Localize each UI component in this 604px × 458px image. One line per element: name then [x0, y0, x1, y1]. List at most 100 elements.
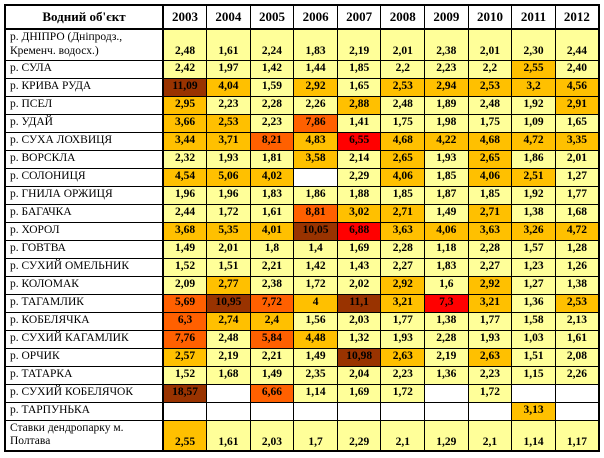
value-cell: 1,28: [554, 239, 600, 259]
table-row: р. СУЛА 2,42 1,97 1,42 1,44 1,85 2,2 2,23 2,2 2,5…: [4, 59, 600, 79]
value-cell: 8,21: [249, 131, 295, 151]
value-cell: 2,53: [554, 293, 600, 313]
value-cell: 2,48: [467, 95, 513, 115]
value-cell: 1,85: [380, 185, 426, 205]
year-header: 2010: [467, 4, 513, 30]
value-cell: 2,24: [249, 28, 295, 61]
value-cell: 1,93: [380, 329, 426, 349]
value-cell: 4,72: [554, 221, 600, 241]
table-row: р. СУХИЙ КАГАМЛИК 7,76 2,48 5,84 4,48 1,32 1,9…: [4, 329, 600, 349]
value-cell: 2,53: [206, 113, 251, 133]
value-cell: 4,72: [511, 131, 556, 151]
value-cell: 4,54: [162, 167, 208, 187]
value-cell: 1,38: [554, 275, 600, 295]
value-cell: 3,02: [336, 203, 382, 223]
table-row: р. СУХИЙ ОМЕЛЬНИК 1,52 1,51 2,21 1,42 1,43 2,2…: [4, 257, 600, 277]
value-cell: 3,44: [162, 131, 208, 151]
value-cell: 1,4: [293, 239, 338, 259]
row-label: р. СУХА ЛОХВИЦЯ: [4, 131, 164, 151]
value-cell: 2,40: [554, 59, 600, 79]
value-cell: 2,88: [336, 95, 382, 115]
table-row: р. УДАЙ 3,66 2,53 2,23 7,86 1,41 1,75 1,98 1,75 1…: [4, 113, 600, 133]
value-cell: 1,93: [424, 149, 469, 169]
value-cell: 1,72: [293, 275, 338, 295]
value-cell: 1,18: [424, 239, 469, 259]
value-cell: 2,48: [380, 95, 426, 115]
value-cell: 2,09: [162, 275, 208, 295]
value-cell: 2,23: [467, 365, 513, 385]
value-cell: 1,88: [336, 185, 382, 205]
table-row: р. ТАГАМЛИК 5,69 10,95 7,72 4 11,1 3,21 7,3 3,21…: [4, 293, 600, 313]
value-cell: 4,22: [424, 131, 469, 151]
value-cell: 1,83: [249, 185, 295, 205]
value-cell: 6,66: [249, 383, 295, 403]
year-header: 2007: [336, 4, 382, 30]
year-header: 2003: [162, 4, 208, 30]
value-cell: 2,44: [554, 28, 600, 61]
row-label: р. ХОРОЛ: [4, 221, 164, 241]
value-cell: 3,63: [467, 221, 513, 241]
value-cell: 2,21: [249, 257, 295, 277]
value-cell: 1,32: [336, 329, 382, 349]
value-cell: 2,28: [380, 239, 426, 259]
value-cell: 1,75: [380, 113, 426, 133]
value-cell: 7,76: [162, 329, 208, 349]
value-cell: 1,14: [511, 419, 556, 452]
value-cell: 1,49: [249, 365, 295, 385]
value-cell: 2,77: [206, 275, 251, 295]
row-label: р. СУХИЙ ОМЕЛЬНИК: [4, 257, 164, 277]
value-cell: 10,98: [336, 347, 382, 367]
value-cell: 1,85: [467, 185, 513, 205]
value-cell: 4,68: [380, 131, 426, 151]
value-cell: 8,81: [293, 203, 338, 223]
table-row: р. ТАРПУНЬКА 3,13: [4, 401, 600, 421]
value-cell: 1,7: [293, 419, 338, 452]
value-cell: 4,83: [293, 131, 338, 151]
value-cell: 1,6: [424, 275, 469, 295]
value-cell: 2,13: [554, 311, 600, 331]
value-cell: 2,38: [249, 275, 295, 295]
value-cell: 1,87: [424, 185, 469, 205]
value-cell: 2,53: [380, 77, 426, 97]
value-cell: 3,71: [206, 131, 251, 151]
value-cell: 1,65: [554, 113, 600, 133]
value-cell: 1,85: [336, 59, 382, 79]
value-cell: 2,27: [467, 257, 513, 277]
value-cell: 1,72: [380, 383, 426, 403]
value-cell: 1,49: [424, 203, 469, 223]
value-cell: 2,29: [336, 419, 382, 452]
value-cell: 4,02: [249, 167, 295, 187]
row-label: р. ГОВТВА: [4, 239, 164, 259]
value-cell: 3,66: [162, 113, 208, 133]
value-cell: 2,26: [554, 365, 600, 385]
value-cell: 2,55: [162, 419, 208, 452]
table-row: р. СУХА ЛОХВИЦЯ 3,44 3,71 8,21 4,83 6,55 4,68 4…: [4, 131, 600, 151]
value-cell: 1,81: [249, 149, 295, 169]
value-cell: 2,14: [336, 149, 382, 169]
value-cell: 1,69: [336, 239, 382, 259]
value-cell: 4,56: [554, 77, 600, 97]
value-cell: 2,71: [467, 203, 513, 223]
table-row: р. ВОРСКЛА 2,32 1,93 1,81 3,58 2,14 2,65 1,93 2,…: [4, 149, 600, 169]
value-cell: 1,27: [554, 167, 600, 187]
value-cell: 1,15: [511, 365, 556, 385]
value-cell: 2,51: [511, 167, 556, 187]
table-body: р. ДНІПРО (Дніпродз., Кременч. водосх.) 2…: [4, 28, 600, 452]
value-cell: 1,51: [206, 257, 251, 277]
value-cell: 3,2: [511, 77, 556, 97]
table-row: р. ОРЧИК 2,57 2,19 2,21 1,49 10,98 2,63 2,19 2,6…: [4, 347, 600, 367]
value-cell: 2,92: [293, 77, 338, 97]
value-cell: 2,53: [467, 77, 513, 97]
table-row: р. СОЛОНИЦЯ 4,54 5,06 4,02 2,29 4,06 1,85 4,06 2…: [4, 167, 600, 187]
value-cell: 4: [293, 293, 338, 313]
value-cell: 2,03: [249, 419, 295, 452]
row-label: р. ДНІПРО (Дніпродз., Кременч. водосх.): [4, 28, 164, 61]
value-cell: 2,48: [162, 28, 208, 61]
value-cell: 1,77: [380, 311, 426, 331]
value-cell: [554, 383, 600, 403]
year-header: 2005: [249, 4, 295, 30]
value-cell: 2,01: [206, 239, 251, 259]
value-cell: 1,72: [467, 383, 513, 403]
value-cell: 2,63: [467, 347, 513, 367]
value-cell: [206, 401, 251, 421]
